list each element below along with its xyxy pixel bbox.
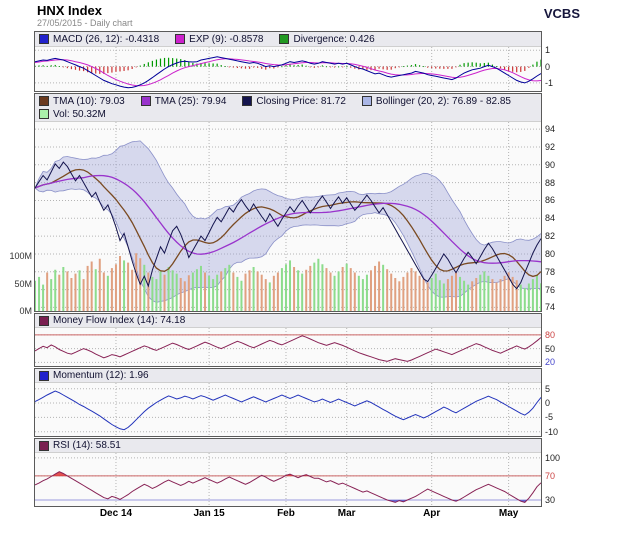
legend-swatch-icon	[39, 440, 49, 451]
y-axis-label: 82	[545, 231, 556, 242]
legend-label: Money Flow Index (14): 74.18	[53, 315, 186, 326]
legend-item: Vol: 50.32M	[39, 109, 106, 120]
legend-item: Closing Price: 81.72	[242, 96, 346, 107]
panel-macd: MACD (26, 12): -0.4318 EXP (9): -0.8578 Di…	[34, 31, 542, 92]
brand-label: VCBS	[543, 6, 580, 21]
legend-item: Money Flow Index (14): 74.18	[39, 315, 185, 326]
legend-swatch-icon	[39, 109, 49, 119]
panel-price: TMA (10): 79.03 TMA (25): 79.94 Closing Pr…	[34, 93, 542, 312]
macd-plot[interactable]	[35, 47, 541, 91]
legend-label: TMA (10): 79.03	[53, 95, 125, 107]
chart-header: HNX Index 27/05/2015 - Daily chart VCBS	[0, 0, 620, 30]
legend-label: EXP (9): -0.8578	[189, 33, 264, 45]
legend-swatch-icon	[242, 96, 253, 106]
y-axis-label: 30	[545, 494, 556, 505]
y-axis-label: -5	[545, 412, 554, 423]
legend-swatch-icon	[39, 370, 49, 381]
price-plot[interactable]	[35, 122, 541, 311]
y-axis-label: 1	[545, 45, 551, 56]
legend-swatch-icon	[279, 34, 290, 44]
legend-swatch-icon	[175, 34, 186, 44]
volume-axis-label: 100M	[9, 251, 32, 261]
legend-row: Momentum (12): 1.96	[39, 369, 541, 382]
legend-item: TMA (10): 79.03	[39, 96, 125, 107]
y-axis-label: 50	[545, 343, 556, 354]
y-axis-label: 20	[545, 357, 556, 368]
legend-item: Momentum (12): 1.96	[39, 370, 149, 381]
y-axis-label: 78	[545, 266, 556, 277]
legend-swatch-icon	[361, 96, 372, 106]
legend-label: TMA (25): 79.94	[154, 95, 227, 107]
y-axis-label: 80	[545, 329, 556, 340]
x-axis-label: May	[498, 508, 519, 519]
panel-momentum: Momentum (12): 1.96	[34, 368, 542, 437]
legend-item: RSI (14): 58.51	[39, 440, 121, 451]
chart-subtitle: 27/05/2015 - Daily chart	[37, 18, 133, 28]
y-axis-label: 5	[545, 383, 551, 394]
y-axis-label: 0	[545, 398, 551, 409]
y-axis-label: 84	[545, 213, 556, 224]
y-axis-label: -1	[545, 77, 554, 88]
y-axis-label: 0	[545, 61, 551, 72]
legend-swatch-icon	[39, 34, 49, 44]
chart-title: HNX Index	[37, 3, 103, 18]
y-axis-label: 80	[545, 248, 556, 259]
legend-label: Closing Price: 81.72	[256, 95, 346, 107]
y-axis-label: -10	[545, 426, 559, 437]
legend-row: TMA (10): 79.03 TMA (25): 79.94 Closing Pr…	[39, 95, 541, 108]
legend-label: Vol: 50.32M	[53, 108, 106, 120]
volume-axis-label: 0M	[19, 306, 32, 316]
panel-rsi: RSI (14): 58.51	[34, 438, 542, 507]
rsi-plot[interactable]	[35, 453, 541, 506]
legend-row: RSI (14): 58.51	[39, 439, 541, 452]
y-axis-label: 94	[545, 124, 556, 135]
y-axis-label: 86	[545, 195, 556, 206]
legend-item: Bollinger (20, 2): 76.89 - 82.85	[361, 95, 511, 107]
price-legend: TMA (10): 79.03 TMA (25): 79.94 Closing Pr…	[35, 94, 541, 122]
legend-row: Money Flow Index (14): 74.18	[39, 314, 541, 327]
legend-label: MACD (26, 12): -0.4318	[53, 33, 160, 45]
mfi-legend: Money Flow Index (14): 74.18	[35, 314, 541, 328]
rsi-legend: RSI (14): 58.51	[35, 439, 541, 453]
legend-swatch-icon	[140, 96, 151, 106]
y-axis-label: 92	[545, 141, 556, 152]
legend-row: Vol: 50.32M	[39, 108, 541, 121]
volume-axis-label: 50M	[14, 278, 32, 289]
legend-item: Divergence: 0.426	[279, 33, 375, 45]
legend-label: Momentum (12): 1.96	[53, 370, 149, 381]
momentum-legend: Momentum (12): 1.96	[35, 369, 541, 383]
x-axis-label: Feb	[277, 508, 295, 519]
legend-row: MACD (26, 12): -0.4318 EXP (9): -0.8578 Di…	[39, 33, 541, 46]
y-axis-label: 76	[545, 284, 556, 295]
y-axis-label: 90	[545, 159, 556, 170]
legend-label: RSI (14): 58.51	[53, 440, 121, 451]
x-axis-label: Apr	[423, 508, 441, 519]
legend-label: Divergence: 0.426	[293, 33, 375, 45]
legend-swatch-icon	[39, 96, 49, 106]
x-axis-label: Dec 14	[99, 508, 133, 519]
legend-item: EXP (9): -0.8578	[175, 34, 263, 45]
momentum-plot[interactable]	[35, 383, 541, 436]
legend-item: MACD (26, 12): -0.4318	[39, 34, 159, 45]
y-axis-label: 88	[545, 177, 556, 188]
y-axis-label: 100	[545, 452, 561, 463]
legend-label: Bollinger (20, 2): 76.89 - 82.85	[375, 95, 511, 107]
x-axis-label: Mar	[337, 508, 356, 519]
legend-swatch-icon	[39, 315, 49, 326]
y-axis-label: 70	[545, 470, 556, 481]
y-axis-label: 74	[545, 302, 556, 313]
macd-legend: MACD (26, 12): -0.4318 EXP (9): -0.8578 Di…	[35, 32, 541, 47]
x-axis-label: Jan 15	[193, 508, 225, 519]
legend-item: TMA (25): 79.94	[140, 95, 227, 107]
mfi-plot[interactable]	[35, 328, 541, 366]
panel-mfi: Money Flow Index (14): 74.18	[34, 313, 542, 367]
